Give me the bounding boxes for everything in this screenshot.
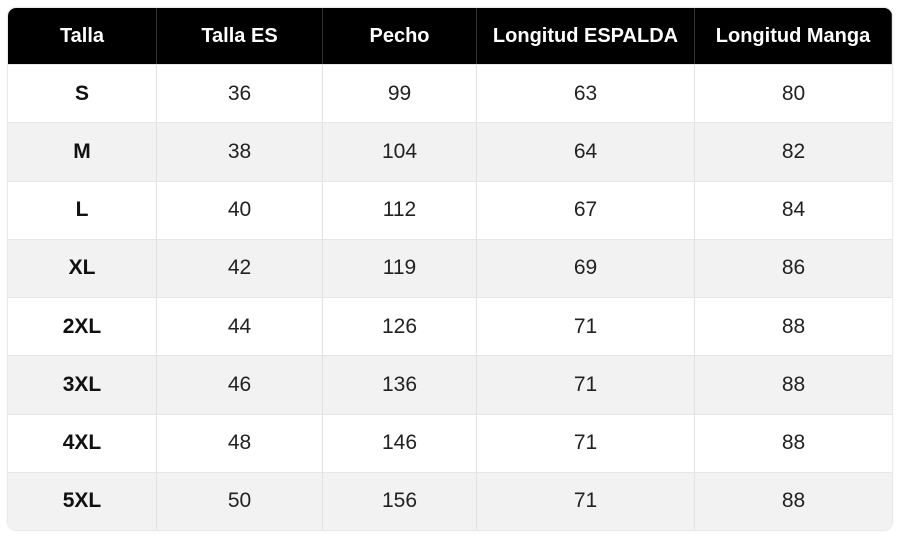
value-cell: 84 — [781, 198, 806, 222]
table-row: 4XL 48 146 71 88 — [8, 413, 892, 472]
size-cell: L — [8, 181, 157, 239]
header-cell: Pecho — [323, 8, 477, 64]
value-cell: 36 — [157, 65, 323, 123]
value-cell: 42 — [157, 239, 323, 297]
value-cell: 44 — [157, 298, 323, 356]
table-row: XL 42 119 69 86 — [8, 238, 892, 297]
size-cell: XL — [8, 239, 157, 297]
table-row: 3XL 46 136 71 88 — [8, 355, 892, 414]
table-row: S 36 99 63 80 — [8, 64, 892, 123]
value-cell: 88 — [781, 314, 806, 338]
value-cell: 82 — [781, 139, 806, 163]
size-cell: M — [8, 123, 157, 181]
value-cell: 80 — [781, 81, 806, 105]
value-cell: 71 — [477, 298, 695, 356]
size-cell: 2XL — [8, 298, 157, 356]
value-cell: 156 — [323, 472, 477, 530]
value-cell: 64 — [477, 123, 695, 181]
value-cell: 126 — [323, 298, 477, 356]
table-row: M 38 104 64 82 — [8, 122, 892, 181]
header-cell: Longitud Manga — [695, 8, 892, 64]
value-cell: 99 — [323, 65, 477, 123]
value-cell: 88 — [781, 372, 806, 396]
size-table: Talla Talla ES Pecho Longitud ESPALDA Longit… — [8, 8, 892, 530]
value-cell: 38 — [157, 123, 323, 181]
value-cell: 71 — [477, 472, 695, 530]
value-cell: 136 — [323, 356, 477, 414]
table-row: L 40 112 67 84 — [8, 180, 892, 239]
value-cell: 146 — [323, 414, 477, 472]
value-cell: 88 — [781, 431, 806, 455]
header-cell: Longitud ESPALDA — [477, 8, 695, 64]
size-cell: S — [8, 65, 157, 123]
table-row: 5XL 50 156 71 88 — [8, 471, 892, 530]
table-row: 2XL 44 126 71 88 — [8, 297, 892, 356]
value-cell: 69 — [477, 239, 695, 297]
value-cell: 104 — [323, 123, 477, 181]
value-cell: 88 — [781, 489, 806, 513]
header-cell: Talla ES — [157, 8, 323, 64]
value-cell: 50 — [157, 472, 323, 530]
value-cell: 71 — [477, 414, 695, 472]
value-cell: 112 — [323, 181, 477, 239]
value-cell: 46 — [157, 356, 323, 414]
header-cell: Talla — [8, 8, 157, 64]
value-cell: 40 — [157, 181, 323, 239]
value-cell: 63 — [477, 65, 695, 123]
size-cell: 4XL — [8, 414, 157, 472]
size-cell: 3XL — [8, 356, 157, 414]
value-cell: 86 — [781, 256, 806, 280]
value-cell: 119 — [323, 239, 477, 297]
value-cell: 48 — [157, 414, 323, 472]
size-cell: 5XL — [8, 472, 157, 530]
value-cell: 71 — [477, 356, 695, 414]
value-cell: 67 — [477, 181, 695, 239]
header-row: Talla Talla ES Pecho Longitud ESPALDA Longit… — [8, 8, 892, 64]
